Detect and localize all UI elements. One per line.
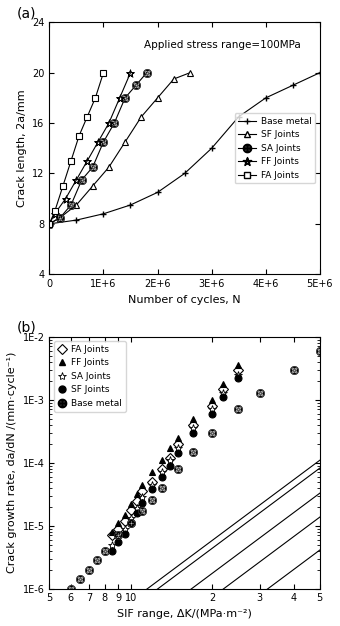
Text: (b): (b): [17, 321, 37, 335]
Legend: Base metal, SF Joints, SA Joints, FF Joints, FA Joints: Base metal, SF Joints, SA Joints, FF Joi…: [235, 113, 315, 183]
X-axis label: Number of cycles, N: Number of cycles, N: [128, 295, 241, 305]
Text: (a): (a): [17, 6, 36, 20]
Legend: FA Joints, FF Joints, SA Joints, SF Joints, Base metal: FA Joints, FF Joints, SA Joints, SF Join…: [54, 341, 125, 411]
Y-axis label: Crack growth rate, da/dN /(mm·cycle⁻¹): Crack growth rate, da/dN /(mm·cycle⁻¹): [7, 352, 17, 573]
X-axis label: SIF range, ΔK/(MPa·m⁻²): SIF range, ΔK/(MPa·m⁻²): [117, 609, 252, 619]
Text: Applied stress range=100MPa: Applied stress range=100MPa: [144, 39, 301, 49]
Y-axis label: Crack length, 2a/mm: Crack length, 2a/mm: [17, 90, 27, 207]
